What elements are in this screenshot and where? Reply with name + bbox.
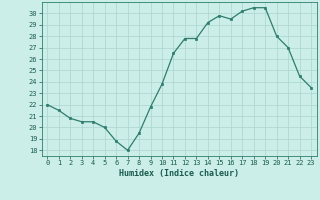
X-axis label: Humidex (Indice chaleur): Humidex (Indice chaleur) bbox=[119, 169, 239, 178]
